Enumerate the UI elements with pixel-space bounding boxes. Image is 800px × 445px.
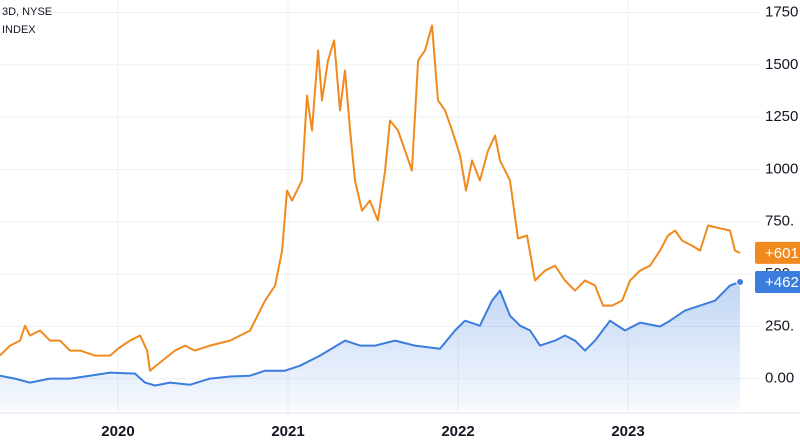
x-tick-label: 2021 (271, 423, 304, 440)
y-tick-label: 1250 (765, 108, 798, 125)
x-tick-label: 2023 (611, 423, 644, 440)
end-point (736, 277, 745, 286)
plot-area (0, 24, 745, 410)
y-tick-label: 750. (765, 213, 794, 230)
y-tick-label: 250. (765, 317, 794, 334)
price-badge (755, 241, 800, 264)
legend-entry: INDEX (2, 24, 36, 36)
y-tick-label: 1750 (765, 4, 798, 21)
y-tick-label: 1500 (765, 56, 798, 73)
grid (0, 0, 760, 413)
price-badge (755, 270, 800, 293)
x-tick-label: 2020 (101, 423, 134, 440)
axes: 1750150012501000750.500250.0.00202020212… (101, 4, 800, 440)
line (0, 281, 741, 387)
y-tick-label: 1000 (765, 160, 798, 177)
y-tick-label: 0.00 (765, 370, 794, 387)
legend-entry: 3D, NYSE (2, 6, 52, 18)
x-tick-label: 2022 (441, 423, 474, 440)
price-badge-label: +601 (765, 245, 799, 262)
line (0, 24, 741, 372)
price-badge-label: +462 (765, 274, 799, 291)
